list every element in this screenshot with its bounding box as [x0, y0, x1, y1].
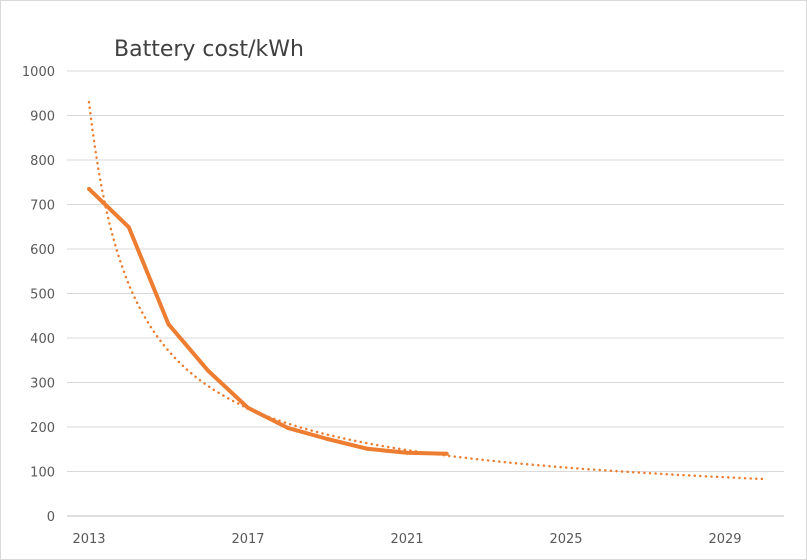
y-tick-label: 1000	[22, 65, 55, 80]
x-tick-label: 2029	[708, 532, 741, 547]
data-point	[126, 225, 131, 230]
y-tick-label: 500	[30, 288, 55, 303]
data-point	[246, 405, 250, 410]
y-tick-label: 800	[30, 154, 55, 169]
x-tick-label: 2025	[549, 532, 582, 547]
y-tick-label: 400	[30, 332, 55, 347]
x-tick-label: 2017	[231, 532, 264, 547]
y-tick-label: 300	[30, 377, 55, 392]
data-point	[444, 451, 449, 456]
data-point	[87, 186, 91, 191]
y-tick-label: 900	[30, 110, 55, 125]
data-point	[206, 368, 211, 373]
y-tick-label: 700	[30, 199, 55, 214]
x-tick-label: 2013	[72, 532, 105, 547]
data-point	[285, 425, 290, 430]
chart-title: Battery cost/kWh	[114, 37, 304, 62]
data-point	[365, 446, 370, 451]
trendline	[87, 100, 767, 481]
y-tick-label: 100	[30, 466, 55, 481]
x-tick-label: 2021	[390, 532, 423, 547]
series-line	[87, 187, 447, 456]
y-tick-label: 0	[47, 510, 55, 525]
data-point	[405, 450, 409, 455]
y-tick-label: 200	[30, 421, 55, 436]
y-tick-label: 600	[30, 243, 55, 258]
data-point	[166, 322, 171, 327]
data-point	[325, 437, 330, 442]
